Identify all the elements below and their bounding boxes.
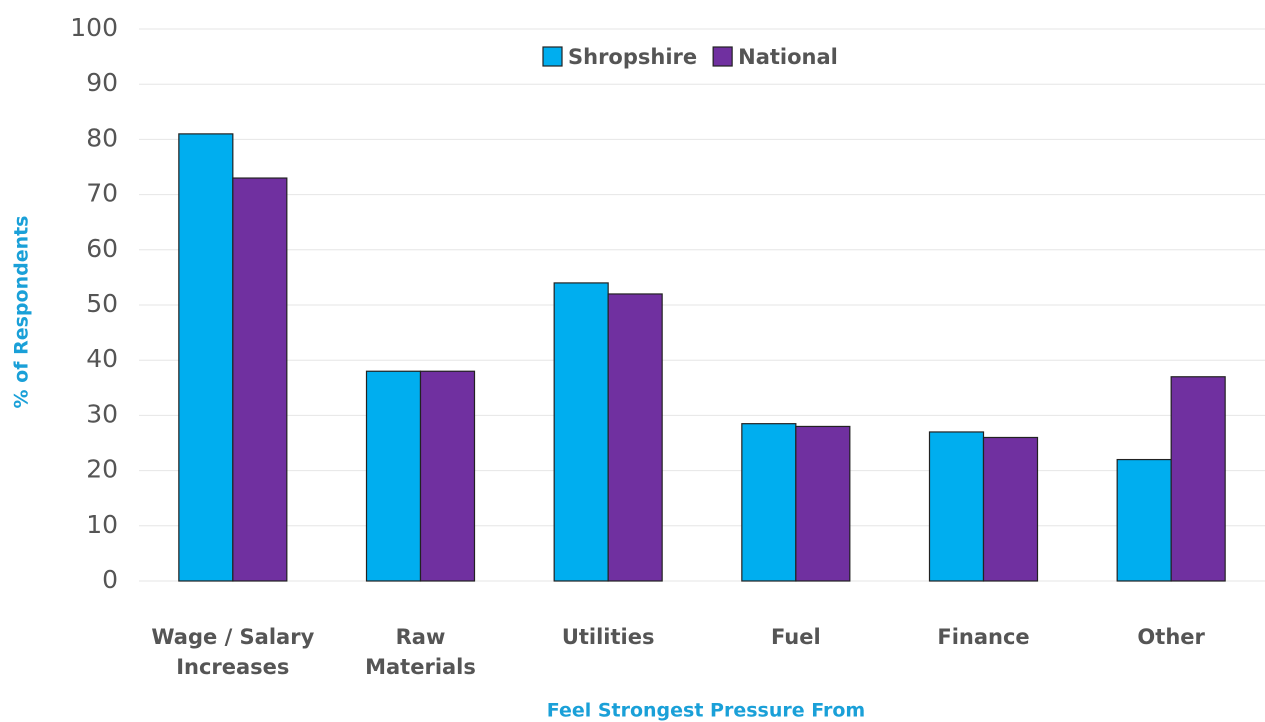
y-tick-label: 100 xyxy=(70,13,118,42)
bar xyxy=(419,370,476,582)
y-tick-label: 80 xyxy=(86,123,118,152)
legend-swatch xyxy=(712,46,733,67)
x-axis-title: Feel Strongest Pressure From xyxy=(547,700,866,722)
bar xyxy=(982,436,1039,582)
x-tick-label: Wage / Salary Increases xyxy=(151,625,315,679)
y-tick-label: 0 xyxy=(102,565,118,594)
x-tick-label: Finance xyxy=(937,625,1030,649)
bar xyxy=(1170,376,1226,582)
x-tick-label: Utilities xyxy=(561,625,655,649)
y-tick-label: 40 xyxy=(86,344,118,373)
y-tick-label: 50 xyxy=(86,289,118,318)
y-tick-label: 60 xyxy=(86,234,118,263)
legend-label: Shropshire xyxy=(568,45,697,69)
x-tick-label: Fuel xyxy=(770,625,821,649)
bar xyxy=(795,425,851,582)
x-tick-label: Other xyxy=(1137,625,1205,649)
legend-swatch xyxy=(542,46,563,67)
bar xyxy=(553,282,609,582)
legend-label: National xyxy=(738,45,838,69)
bar xyxy=(607,293,663,582)
y-tick-label: 90 xyxy=(86,68,118,97)
x-tick-label: Raw Materials xyxy=(365,625,476,679)
bar xyxy=(741,423,797,582)
bar xyxy=(232,177,288,582)
bar xyxy=(365,370,422,582)
y-tick-label: 10 xyxy=(86,510,118,539)
bar xyxy=(928,431,985,582)
y-tick-label: 30 xyxy=(86,399,118,428)
y-tick-label: 20 xyxy=(86,455,118,484)
y-axis-title: % of Respondents xyxy=(11,216,33,409)
y-tick-label: 70 xyxy=(86,179,118,208)
bar xyxy=(1116,458,1172,582)
bar xyxy=(178,133,234,582)
